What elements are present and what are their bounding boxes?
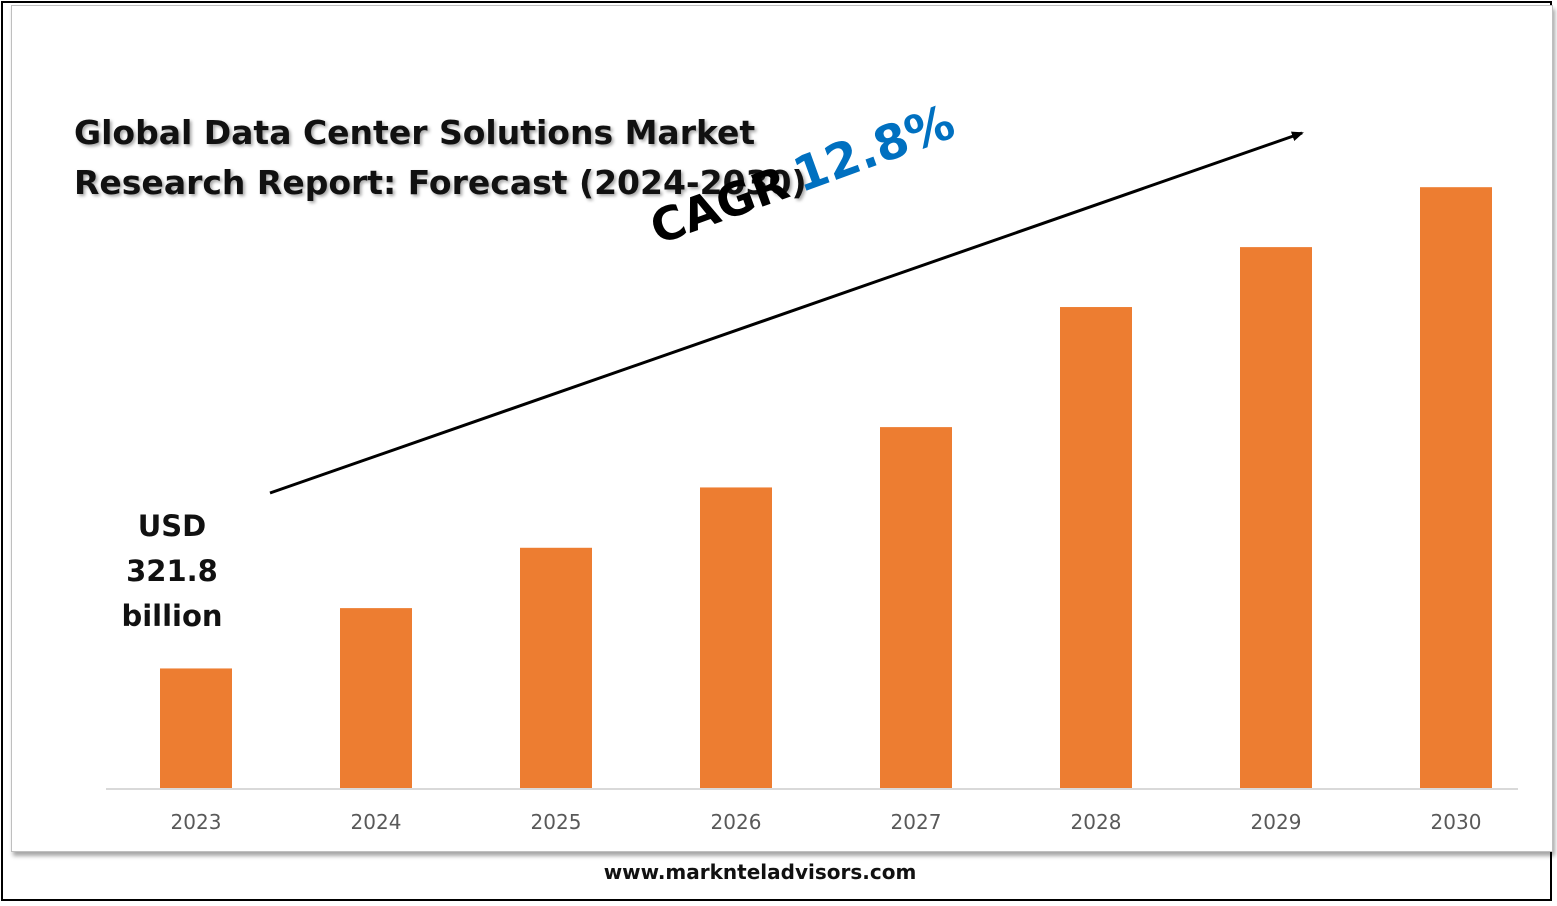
x-tick-label-2024: 2024 bbox=[351, 810, 402, 834]
bar-2030 bbox=[1420, 187, 1492, 789]
start-value-label: USD 321.8 billion bbox=[112, 504, 232, 639]
bar-2023 bbox=[160, 668, 232, 788]
start-value-currency: USD bbox=[137, 509, 207, 543]
start-value-unit: billion bbox=[121, 599, 223, 633]
bar-2026 bbox=[700, 487, 772, 788]
x-tick-label-2026: 2026 bbox=[711, 810, 762, 834]
x-tick-label-2025: 2025 bbox=[531, 810, 582, 834]
growth-arrow bbox=[269, 131, 1304, 495]
x-tick-label-2028: 2028 bbox=[1071, 810, 1122, 834]
bar-2025 bbox=[520, 547, 592, 788]
x-tick-label-2027: 2027 bbox=[891, 810, 942, 834]
bar-2027 bbox=[880, 427, 952, 788]
chart-title-line-2: Research Report: Forecast (2024-2030) bbox=[74, 163, 807, 202]
chart-title-line-1: Global Data Center Solutions Market bbox=[74, 113, 756, 152]
x-tick-label-2030: 2030 bbox=[1431, 810, 1482, 834]
bar-2029 bbox=[1240, 247, 1312, 788]
bar-2028 bbox=[1060, 307, 1132, 788]
x-tick-label-2029: 2029 bbox=[1251, 810, 1302, 834]
footer-website: www.marknteladvisors.com bbox=[603, 860, 917, 884]
bar-2024 bbox=[340, 608, 412, 788]
x-tick-label-2023: 2023 bbox=[171, 810, 222, 834]
start-value-number: 321.8 bbox=[126, 554, 218, 588]
chart-title: Global Data Center Solutions Market Rese… bbox=[74, 108, 807, 208]
